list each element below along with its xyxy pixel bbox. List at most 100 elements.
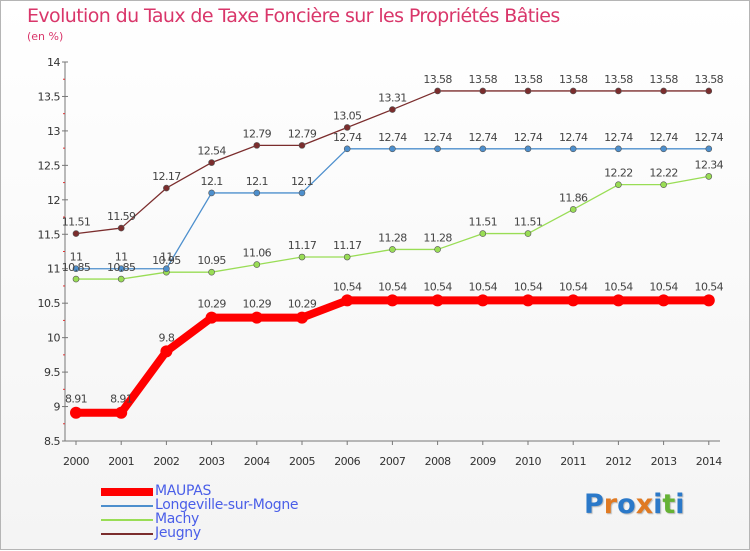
data-point <box>253 142 261 149</box>
data-label: 11.59 <box>107 210 136 223</box>
data-point <box>705 145 713 153</box>
data-point <box>434 246 441 253</box>
series-line <box>72 296 713 417</box>
data-label: 10.54 <box>469 280 498 293</box>
legend-label-maupas: MAUPAS <box>155 483 212 499</box>
data-label: 12.34 <box>695 158 724 171</box>
y-tick-label: 13 <box>47 125 60 138</box>
data-label: 13.58 <box>604 73 633 86</box>
data-label: 12.1 <box>291 175 313 188</box>
data-label: 10.54 <box>649 280 678 293</box>
data-point <box>524 145 532 153</box>
x-tick-label: 2009 <box>470 455 496 468</box>
data-label: 11.06 <box>243 247 272 260</box>
data-label: 10.95 <box>152 254 181 267</box>
data-label: 12.79 <box>243 127 272 140</box>
data-label: 12.74 <box>695 131 724 144</box>
data-label: 13.58 <box>514 73 543 86</box>
x-tick-label: 2006 <box>334 455 360 468</box>
unit-label: (en %) <box>27 30 64 43</box>
data-point <box>702 294 715 307</box>
data-point <box>208 189 215 197</box>
x-tick-label: 2011 <box>560 455 586 468</box>
data-label: 10.54 <box>423 280 452 293</box>
data-point <box>70 406 82 419</box>
data-point <box>117 265 125 273</box>
y-tick-label: 10 <box>47 332 60 345</box>
chart-title: Evolution du Taux de Taxe Foncière sur l… <box>27 5 560 27</box>
y-tick-label: 9.5 <box>44 366 60 379</box>
data-label: 13.58 <box>649 73 678 86</box>
y-tick-label: 14 <box>47 56 60 69</box>
data-label: 12.17 <box>152 170 181 183</box>
data-point <box>522 294 534 307</box>
data-point <box>341 294 354 307</box>
data-label: 10.54 <box>604 280 633 293</box>
x-tick-label: 2013 <box>651 455 677 468</box>
data-point <box>208 268 215 276</box>
data-label: 10.29 <box>197 298 226 311</box>
data-label: 12.22 <box>604 167 633 180</box>
y-tick-label: 11.5 <box>38 228 61 241</box>
data-label: 10.85 <box>62 261 91 274</box>
x-tick-label: 2014 <box>696 455 722 468</box>
data-label: 11.51 <box>514 216 543 229</box>
data-label: 13.58 <box>559 73 588 86</box>
x-tick-label: 2010 <box>515 455 541 468</box>
y-tick-label: 12.5 <box>38 159 61 172</box>
data-point <box>117 224 125 232</box>
data-label: 10.54 <box>378 280 407 293</box>
data-point <box>160 345 173 358</box>
series-machy <box>72 173 713 283</box>
data-label: 10.29 <box>243 298 272 311</box>
x-tick-label: 2005 <box>289 455 315 468</box>
data-label: 12.74 <box>514 131 543 144</box>
logo-letter: x <box>635 489 654 520</box>
data-point <box>479 87 487 95</box>
x-tick-label: 2001 <box>108 455 134 468</box>
legend-label-longeville: Longeville-sur-Mogne <box>155 497 299 513</box>
data-point <box>343 253 351 261</box>
data-point <box>298 253 306 261</box>
data-point <box>205 311 218 324</box>
data-point <box>208 159 215 166</box>
data-label: 11.28 <box>378 231 407 244</box>
data-point <box>117 275 125 283</box>
legend-label-jeugny: Jeugny <box>155 525 201 541</box>
legend-swatch-maupas <box>101 488 153 496</box>
data-label: 10.29 <box>288 298 317 311</box>
data-point <box>386 294 399 307</box>
data-point <box>612 294 625 307</box>
y-tick-label: 8.5 <box>44 435 60 448</box>
logo-letter: i <box>675 489 685 520</box>
data-label: 11 <box>160 251 173 264</box>
x-tick-label: 2007 <box>379 455 405 468</box>
data-label: 8.91 <box>110 393 132 406</box>
data-label: 13.58 <box>423 73 452 86</box>
logo-letter: i <box>653 489 663 520</box>
data-label: 10.85 <box>107 261 136 274</box>
data-point <box>524 230 532 237</box>
legend-swatch-jeugny <box>101 533 153 535</box>
data-label: 12.74 <box>469 131 498 144</box>
legend-swatch-machy <box>101 519 153 521</box>
data-point <box>660 145 667 153</box>
y-tick-label: 13.5 <box>38 90 61 103</box>
data-point <box>72 230 80 237</box>
data-label: 11.28 <box>423 231 452 244</box>
data-point <box>569 87 577 95</box>
proxiti-logo: Proxiti <box>584 489 685 520</box>
data-label: 10.54 <box>333 280 362 293</box>
data-point <box>569 145 577 153</box>
data-label: 11 <box>115 251 128 264</box>
data-point <box>253 189 261 197</box>
data-label: 12.1 <box>246 175 268 188</box>
data-label: 10.54 <box>559 280 588 293</box>
data-point <box>657 294 670 307</box>
x-tick-label: 2008 <box>425 455 451 468</box>
data-label: 12.74 <box>378 131 407 144</box>
x-tick-label: 2012 <box>605 455 631 468</box>
data-label: 12.74 <box>423 131 452 144</box>
logo-letter: P <box>584 489 604 520</box>
data-point <box>660 181 667 188</box>
